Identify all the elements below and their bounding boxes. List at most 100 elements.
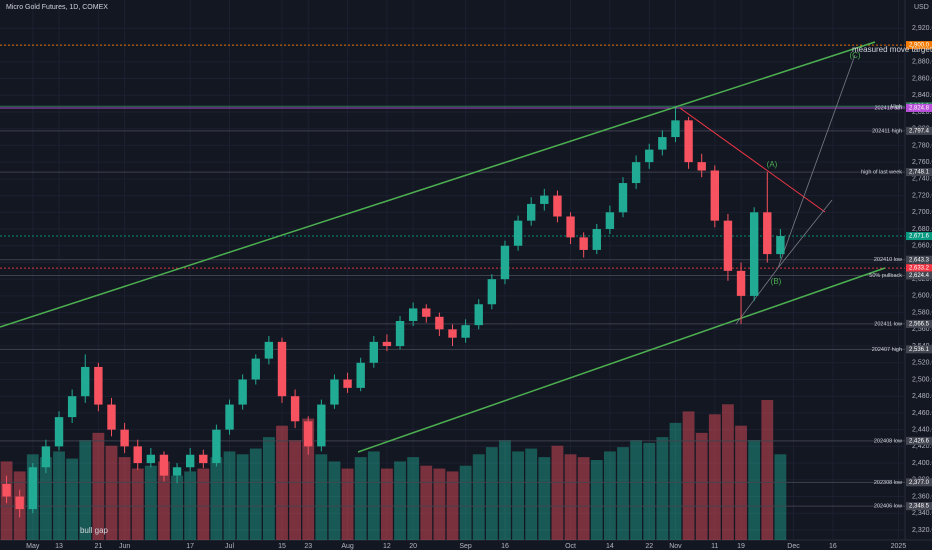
level-box [906,232,932,241]
x-tick-label: 23 [304,543,312,550]
x-tick-label: Nov [669,543,682,550]
y-tick-label: 2,820.0 [912,109,932,116]
annotations: measured move target(C) (A) (B) bull gap [80,45,932,535]
level-price: 2,426.6 [909,438,930,444]
y-tick-label: 2,520.0 [912,360,932,367]
volume-bar [617,447,629,540]
candle-body [697,162,706,171]
y-tick-label: 2,740.0 [912,176,932,183]
candle-body [94,366,103,405]
x-tick-label: 11 [711,543,718,550]
currency: USD [914,4,929,11]
volume-bar [538,457,551,540]
volume-bar [341,468,354,540]
level-box [906,255,932,264]
candle-body [710,170,720,221]
candle-body [290,396,300,422]
y-tick-label: 2,440.0 [912,426,932,433]
level-box [906,319,932,328]
level-price: 2,633.2 [909,266,930,272]
volume-bar [682,411,695,540]
candle-body [763,212,772,255]
candle-body [382,341,392,347]
candle-body [671,120,680,138]
y-tick-label: 2,420.0 [912,443,932,450]
level-box [906,126,932,135]
level-name: 202408 low [874,438,902,444]
x-tick-label: Jul [225,543,234,550]
candle-body [736,270,746,296]
volume-bar [669,422,682,540]
candle-body [645,149,654,163]
level-name: 202410 ath [874,105,902,111]
wave-line [735,267,779,325]
candle-body [304,421,313,447]
x-tick-label: 2025 [891,543,907,550]
candle-body [2,483,11,497]
y-tick-label: 2,720.0 [912,192,932,199]
y-tick-label: 2,600.0 [912,293,932,300]
x-tick-label: 13 [55,543,63,550]
level-box [906,168,932,177]
level-name: 202407 high [872,347,902,353]
volume-bar [223,451,236,540]
volume-bar [236,454,249,540]
candle-body [81,366,90,397]
volume-bar [79,440,92,540]
y-tick-label: 2,840.0 [912,92,932,99]
volume-bar [433,468,446,540]
x-tick-label: 14 [606,543,614,550]
candle-body [448,329,457,338]
level-name: 202308 low [874,480,902,486]
volume-bar [158,461,170,540]
candle-body [513,220,523,246]
level-box [906,271,932,280]
y-tick-label: 2,580.0 [912,309,932,316]
level-box [906,264,932,273]
volume-bar [577,457,590,540]
volume-bar [40,457,52,540]
level-box [906,478,932,487]
volume-bar [708,414,721,540]
x-tick-label: 15 [278,543,286,550]
candle-body [579,237,588,250]
level-name: 50% pullback [869,273,902,279]
level-name: 202406 low [874,504,902,510]
y-tick-label: 2,760.0 [912,159,932,166]
volume-bar [118,457,131,540]
y-tick-label: 2,480.0 [912,393,932,400]
volume-bar [210,457,223,540]
level-box [906,41,932,50]
annotation: (A) [767,160,778,169]
volume-bar [603,451,616,540]
volume-bar [262,437,275,540]
x-tick-label: Oct [565,543,576,550]
candle-body [120,429,129,447]
volume-bar [420,465,433,540]
x-tick-label: Dec [787,543,800,550]
trend-line [679,107,826,213]
level-name: high of last week [861,170,902,176]
candle-body [435,316,444,330]
candle-body [776,236,785,255]
candle-body [631,162,641,184]
candle-body [54,417,64,447]
candle-body [133,446,142,464]
volume-bar [774,454,787,540]
candle-body [487,279,497,305]
candle-body [540,195,549,204]
level-price: 2,377.0 [909,480,930,486]
candle-body [343,379,352,388]
level-price: 2,900.0 [909,43,930,49]
candles [2,107,785,518]
candle-body [526,203,536,221]
volume-bar [249,448,262,540]
volume-bar [472,454,485,540]
y-tick-label: 2,700.0 [912,209,932,216]
candle-body [185,454,195,468]
candle-body [723,220,733,271]
level-box [906,103,932,112]
y-tick-label: 2,340.0 [912,510,932,517]
